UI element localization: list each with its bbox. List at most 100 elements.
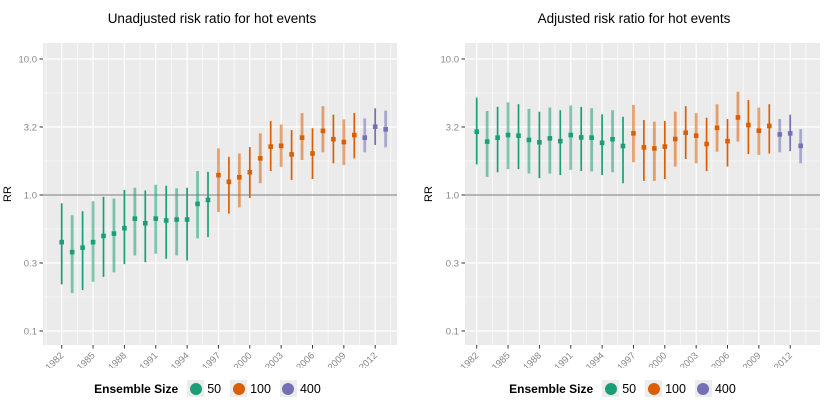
point-2002 [268,144,273,149]
legend: Ensemble Size 50 100 400 [0,368,415,415]
point-2009 [341,139,347,145]
point-2013 [383,127,388,132]
series-100 [631,91,772,181]
adjusted-chart: 10.0 3.2 1.0 0.3 0.1 1982 1985 1988 1991 1994 1997… [423,11,820,368]
unadjusted-chart: 10.0 3.2 1.0 0.3 0.1 1982 1985 1988 1991 1994 1997… [2,11,397,368]
point-1987 [526,137,532,143]
x-tick-label: 2012 [772,350,795,367]
x-tick-label: 1991 [138,350,161,367]
point-1996 [205,197,211,203]
point-2011 [777,132,783,137]
x-tick-label: 2003 [678,350,701,367]
point-2002 [683,130,688,136]
point-1991 [153,216,159,221]
x-tick-label: 2009 [741,350,764,367]
point-2003 [693,133,699,138]
y-tick-label: 1.0 [24,190,37,201]
x-tick-label: 1985 [490,350,513,367]
chart-title: Unadjusted risk ratio for hot events [108,11,317,26]
point-1993 [174,217,179,222]
legend-swatch-400-icon [282,382,295,395]
point-2010 [352,132,357,138]
y-tick-label: 0.1 [446,326,459,337]
legend-key [187,380,205,398]
point-2005 [714,125,720,131]
point-1988 [537,140,542,145]
point-2003 [278,143,284,149]
x-tick-label: 2000 [647,350,670,367]
point-2005 [299,135,305,140]
point-1995 [195,201,200,207]
legend-key [602,380,620,398]
series-50 [59,171,211,294]
point-1992 [578,135,584,140]
x-tick-label: 1982 [44,350,67,367]
x-tick-label: 1988 [521,350,544,367]
unadjusted-plot-area: 10.0 3.2 1.0 0.3 0.1 1982 1985 1988 1991 1994 1997… [19,43,397,368]
y-axis-title: RR [2,186,14,202]
point-1997 [216,172,221,178]
point-1999 [237,174,242,180]
y-tick-label: 0.3 [446,258,459,269]
point-1995 [610,136,615,142]
x-tick-label: 2003 [263,350,286,367]
y-tick-label: 0.1 [24,326,37,337]
legend-label-100: 100 [250,381,271,396]
adjusted-plot-area: 10.0 3.2 1.0 0.3 0.1 1982 1985 1988 1991 1994 1997… [441,43,820,368]
point-2007 [735,115,741,120]
legend-key [645,380,663,398]
point-1998 [641,145,647,150]
point-1986 [101,233,106,239]
point-2000 [662,144,668,149]
legend-key [230,380,248,398]
point-1984 [495,135,500,140]
point-1982 [474,129,479,135]
legend-title: Ensemble Size [94,381,179,396]
point-1999 [652,146,657,151]
point-1983 [69,249,75,255]
legend-swatch-100-icon [647,382,660,395]
figure-unadjusted: 10.0 3.2 1.0 0.3 0.1 1982 1985 1988 1991 1994 1997… [0,11,415,415]
legend-swatch-50-icon [189,382,202,395]
point-1992 [163,218,169,223]
point-2011 [362,135,368,140]
y-tick-label: 10.0 [441,54,460,65]
legend-label-50: 50 [622,381,637,396]
point-2000 [247,169,253,175]
point-1987 [111,231,117,236]
y-tick-label: 3.2 [24,122,37,133]
minor-gridlines [43,43,397,345]
series-100 [216,106,357,214]
point-2012 [372,124,378,129]
x-tick-label: 2000 [232,350,255,367]
point-2013 [798,143,803,149]
y-tick-label: 10.0 [19,54,38,65]
legend-item-100: 100 [230,380,271,398]
panel-background [43,43,397,345]
point-1993 [589,135,594,140]
point-1985 [505,132,511,138]
x-tick-label: 1997 [615,350,638,367]
point-1989 [132,216,138,221]
x-tick-label: 1985 [75,350,98,367]
y-tick-label: 0.3 [24,258,37,269]
point-1997 [631,131,636,136]
point-1986 [516,133,521,138]
point-1983 [484,139,490,144]
point-1990 [558,138,563,144]
minor-gridlines [465,43,820,345]
x-tick-label: 1997 [200,350,223,367]
point-2004 [289,152,294,157]
point-2008 [746,122,751,128]
point-2006 [310,151,315,156]
x-tick-label: 1982 [459,350,482,367]
x-tick-label: 1994 [584,350,607,367]
chart-title: Adjusted risk ratio for hot events [538,11,731,26]
point-1988 [122,225,127,231]
point-2008 [331,136,336,142]
x-tick-label: 2012 [357,350,380,367]
panel-background [465,43,820,345]
point-1994 [599,140,605,146]
point-2012 [787,131,793,136]
legend-swatch-100-icon [232,382,245,395]
